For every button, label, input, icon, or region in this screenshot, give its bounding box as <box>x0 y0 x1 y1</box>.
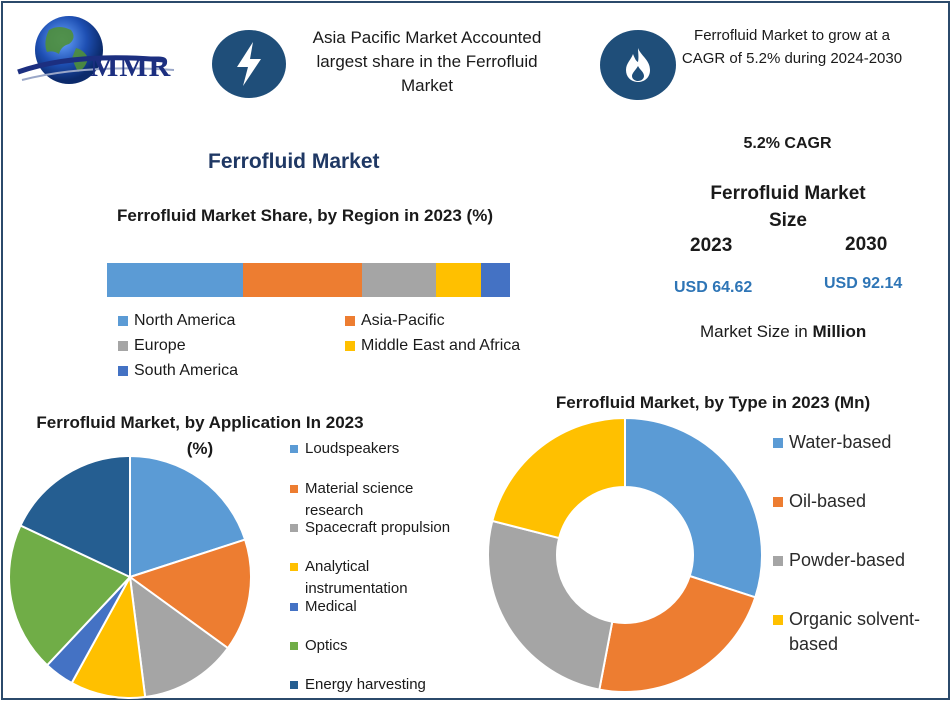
cagr-label: 5.2% CAGR <box>743 135 832 152</box>
value-start: USD 64.62 <box>674 279 753 296</box>
callout-left-badge <box>212 30 286 98</box>
legend-swatch <box>290 524 298 532</box>
legend-swatch <box>290 445 298 453</box>
type-donut-slice-oil-based <box>598 574 757 693</box>
type-donut-slice-organic-solvent-based <box>491 416 626 540</box>
legend-label: Medical <box>305 598 357 615</box>
legend-swatch <box>118 341 128 351</box>
type-donut-slice-powder-based <box>487 519 614 691</box>
region-bar-segment-middle-east-and-africa <box>435 263 482 297</box>
region-legend-item: Asia-Pacific <box>345 312 445 330</box>
region-bar-segment-asia-pacific <box>242 263 362 297</box>
callout-right-badge <box>600 30 676 100</box>
type-donut-chart <box>487 416 763 693</box>
region-legend-item: Europe <box>118 337 186 355</box>
region-legend-item: North America <box>118 312 235 330</box>
application-pie-slice-optics <box>8 524 132 667</box>
page-title: Ferrofluid Market <box>208 150 380 173</box>
legend-label: Optics <box>305 637 348 654</box>
application-legend-item: Optics <box>290 635 465 657</box>
year-start: 2023 <box>690 235 733 256</box>
legend-label: Energy harvesting <box>305 676 426 693</box>
region-bar-segment-europe <box>361 263 436 297</box>
market-size-unit: Market Size in Million <box>700 322 866 342</box>
legend-swatch <box>118 366 128 376</box>
legend-label: Europe <box>134 337 186 354</box>
legend-label: North America <box>134 312 236 329</box>
legend-swatch <box>345 341 355 351</box>
application-legend-item: Medical <box>290 596 465 618</box>
legend-label: South America <box>134 362 239 379</box>
application-pie-slice-analytical-instrumentation <box>70 573 147 699</box>
legend-label: Analytical instrumentation <box>305 558 408 597</box>
market-size-title: Ferrofluid Market Size <box>710 183 866 231</box>
region-chart-title: Ferrofluid Market Share, by Region in 20… <box>117 206 493 225</box>
application-pie-slice-material-science-research <box>127 538 252 650</box>
legend-label: Water-based <box>789 432 892 452</box>
application-legend-item: Material science research <box>290 478 465 522</box>
application-pie-slice-spacecraft-propulsion <box>128 574 230 699</box>
legend-swatch <box>290 642 298 650</box>
flame-icon <box>626 48 650 82</box>
region-legend-item: Middle East and Africa <box>345 337 520 355</box>
lightning-bolt-icon <box>237 42 261 86</box>
legend-swatch <box>290 603 298 611</box>
region-legend-item: South America <box>118 362 238 380</box>
application-legend-item: Spacecraft propulsion <box>290 517 465 539</box>
type-donut-slice-water-based <box>624 416 763 599</box>
globe-icon <box>17 16 175 84</box>
legend-swatch <box>290 563 298 571</box>
application-pie-chart <box>8 454 252 699</box>
region-bar-segment-south-america <box>481 263 510 297</box>
application-legend-item: Loudspeakers <box>290 438 465 460</box>
application-pie-slice-energy-harvesting <box>19 454 131 579</box>
legend-swatch <box>773 438 783 448</box>
application-chart-title: Ferrofluid Market, by Application In 202… <box>36 413 364 458</box>
year-end: 2030 <box>845 234 888 255</box>
type-chart-title: Ferrofluid Market, by Type in 2023 (Mn) <box>555 393 871 412</box>
legend-label: Organic solvent-based <box>789 609 921 654</box>
legend-swatch <box>290 681 298 689</box>
type-legend-item: Oil-based <box>773 489 943 514</box>
callout-left-text: Asia Pacific Market Accounted largest sh… <box>312 28 542 95</box>
application-pie-slice-loudspeakers <box>129 454 247 579</box>
region-stacked-bar <box>107 263 510 297</box>
type-legend-item: Organic solvent-based <box>773 607 943 657</box>
callout-right-text: Ferrofluid Market to grow at a CAGR of 5… <box>681 27 903 67</box>
legend-swatch <box>773 497 783 507</box>
legend-swatch <box>345 316 355 326</box>
legend-label: Middle East and Africa <box>361 337 521 354</box>
application-legend-item: Analytical instrumentation <box>290 556 465 600</box>
application-legend-item: Energy harvesting <box>290 674 465 696</box>
legend-label: Asia-Pacific <box>361 312 445 329</box>
type-legend-item: Water-based <box>773 430 943 455</box>
legend-label: Oil-based <box>789 491 867 511</box>
region-bar-segment-north-america <box>107 263 243 297</box>
legend-swatch <box>290 485 298 493</box>
legend-swatch <box>118 316 128 326</box>
unit-prefix: Market Size in <box>700 322 808 341</box>
value-end: USD 92.14 <box>824 275 903 292</box>
legend-label: Material science research <box>305 480 414 519</box>
legend-swatch <box>773 615 783 625</box>
type-legend-item: Powder-based <box>773 548 943 573</box>
mmr-logo: MMR <box>14 12 194 92</box>
legend-swatch <box>773 556 783 566</box>
legend-label: Powder-based <box>789 550 906 570</box>
legend-label: Spacecraft propulsion <box>305 519 451 536</box>
legend-label: Loudspeakers <box>305 440 400 457</box>
unit-bold: Million <box>812 322 867 341</box>
logo-text: MMR <box>90 50 172 83</box>
